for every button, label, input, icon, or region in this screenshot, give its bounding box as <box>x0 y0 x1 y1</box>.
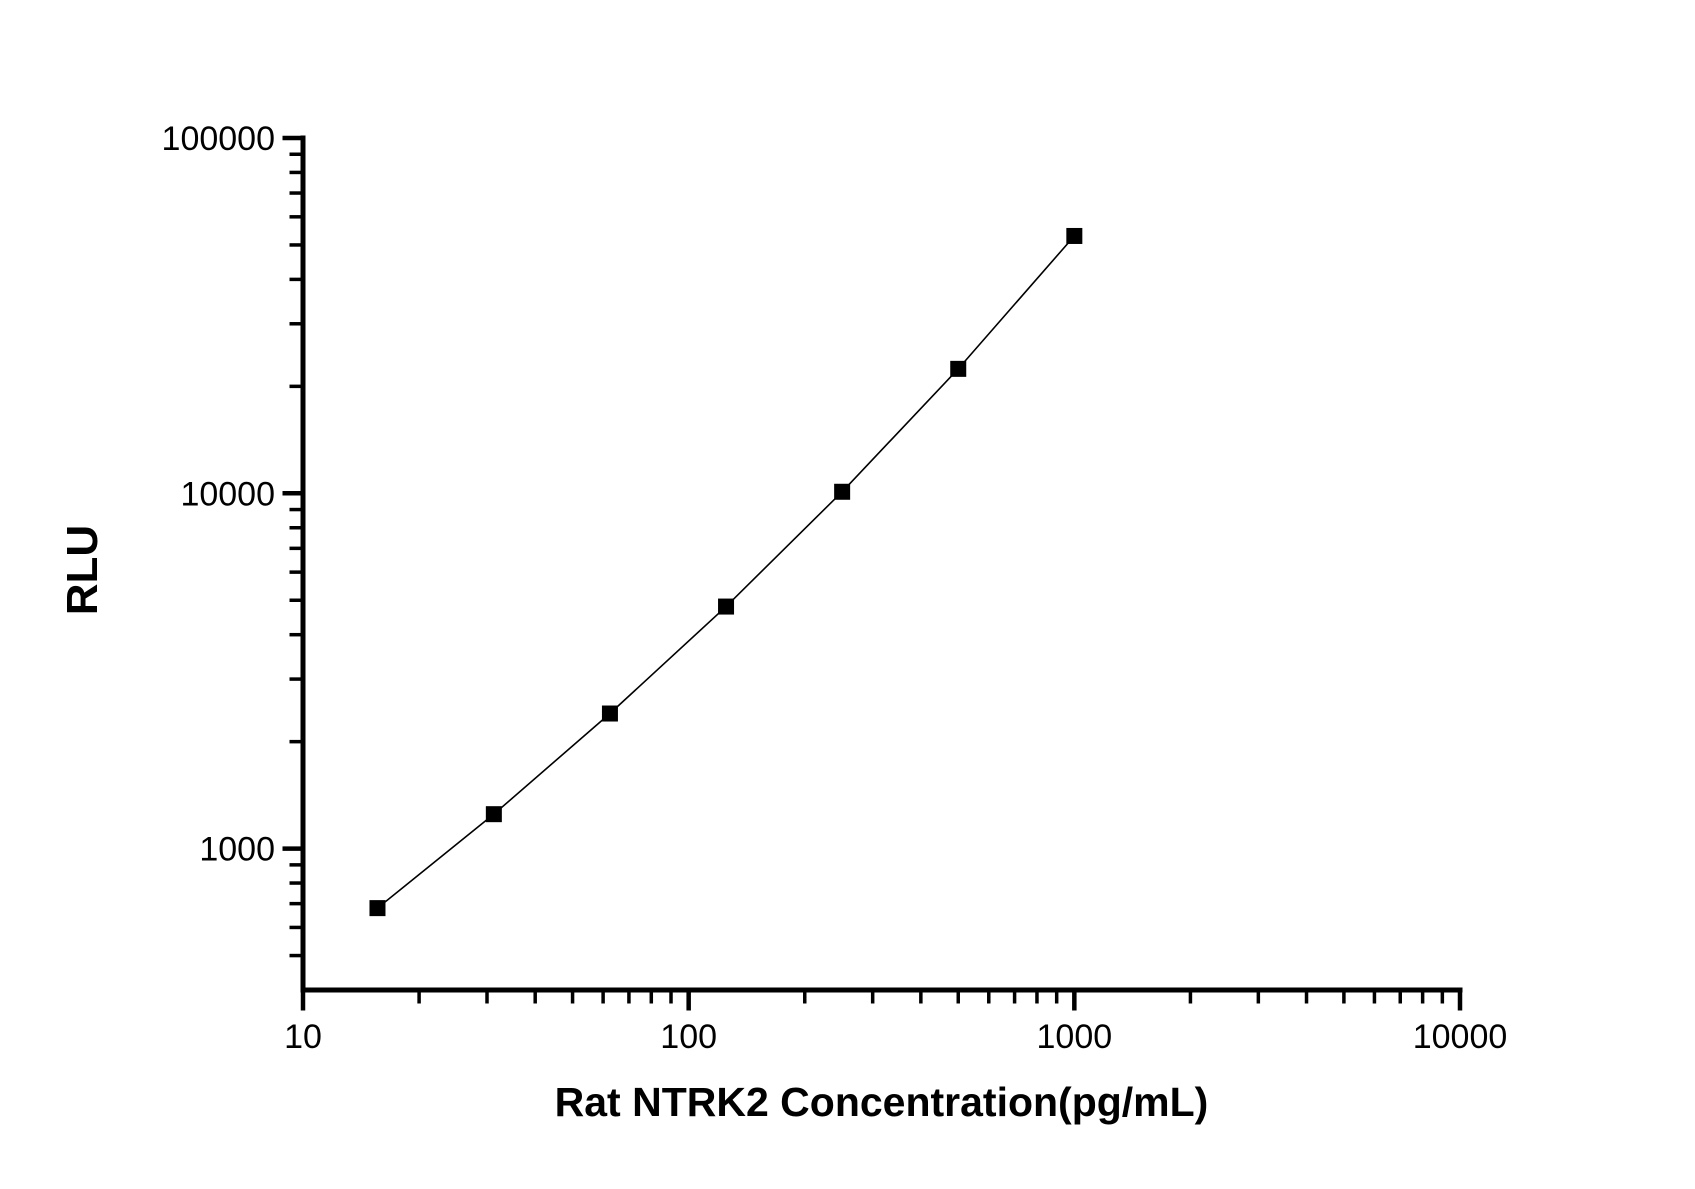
x-axis-title: Rat NTRK2 Concentration(pg/mL) <box>555 1079 1209 1125</box>
data-point-marker <box>1066 227 1083 244</box>
ticks-group <box>282 135 1463 1011</box>
tick-labels-group: 10 100 1000 10000 1000 10000 100000 <box>162 120 1508 1056</box>
y-tick-label: 100000 <box>162 120 275 158</box>
y-tick-label: 10000 <box>180 475 275 513</box>
x-tick-label: 10000 <box>1413 1018 1508 1056</box>
x-tick-label: 100 <box>660 1018 717 1056</box>
data-point-marker <box>718 598 735 615</box>
x-tick-label: 10 <box>284 1018 322 1056</box>
data-series-group <box>369 227 1083 917</box>
axes-group <box>300 135 1463 993</box>
x-tick-label: 1000 <box>1037 1018 1113 1056</box>
data-point-marker <box>485 806 502 823</box>
y-axis-title: RLU <box>58 525 107 615</box>
data-point-marker <box>369 900 386 917</box>
data-point-marker <box>834 483 851 500</box>
data-point-marker <box>601 705 618 722</box>
data-point-marker <box>950 360 967 377</box>
series-line <box>376 235 1075 909</box>
y-tick-label: 1000 <box>199 831 275 869</box>
